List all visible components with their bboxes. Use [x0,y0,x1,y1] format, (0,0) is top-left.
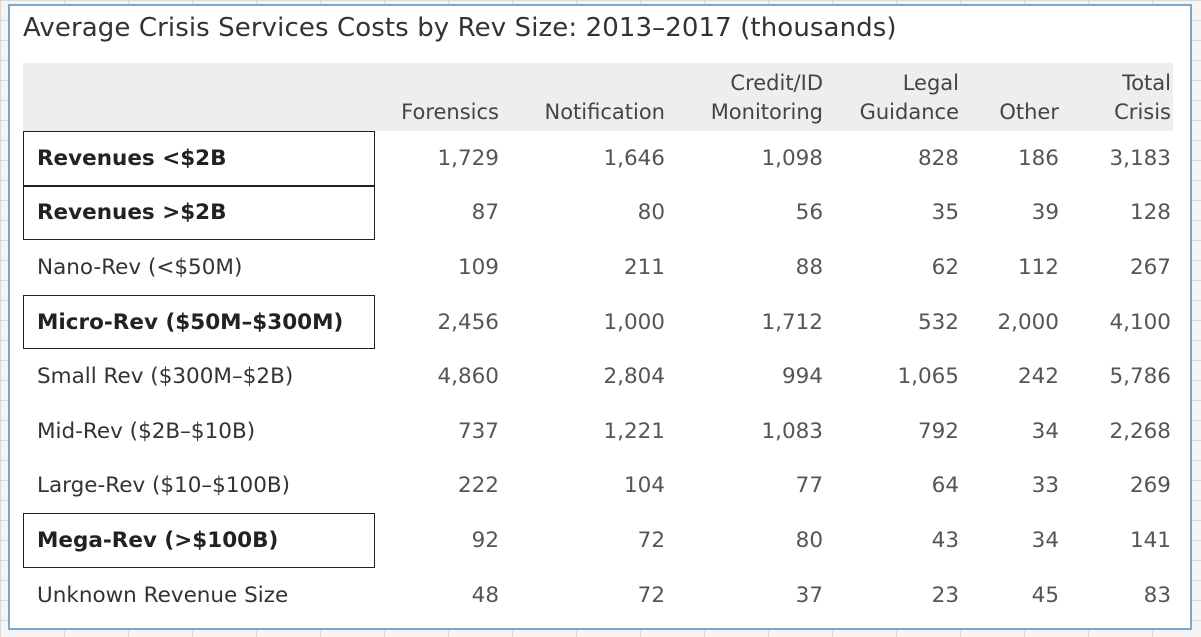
row-label: Large-Rev ($10–$100B) [37,473,291,499]
cell-total: 83 [1143,582,1171,608]
row-label: Nano-Rev (<$50M) [37,254,243,280]
table-row: Unknown Revenue Size 48 72 37 23 45 83 [23,568,1173,623]
table-row: Nano-Rev (<$50M) 109 211 88 62 112 267 [23,240,1173,295]
cell-other: 45 [1031,582,1059,608]
row-label: Mid-Rev ($2B–$10B) [37,418,256,444]
cell-other: 34 [1031,527,1059,553]
cell-credit_id: 80 [795,527,823,553]
cell-legal: 35 [931,200,959,226]
cell-other: 39 [1031,200,1059,226]
column-header-legal: Legal Guidance [825,63,961,131]
cell-total: 269 [1129,473,1171,499]
cell-credit_id: 994 [781,364,823,390]
cell-legal: 23 [931,582,959,608]
table-row: Mega-Rev (>$100B) 92 72 80 43 34 141 [23,513,1173,568]
table-row: Revenues <$2B 1,729 1,646 1,098 828 186 3,183 [23,131,1173,186]
table-row: Revenues >$2B 87 80 56 35 39 128 [23,185,1173,241]
cell-total: 128 [1129,200,1171,226]
cell-notification: 211 [623,254,665,280]
column-header-line: Notification [544,100,666,124]
cell-legal: 64 [931,473,959,499]
column-header-line: Other [999,100,1059,124]
table-figure: Average Crisis Services Costs by Rev Siz… [8,4,1192,630]
table-body: Revenues <$2B 1,729 1,646 1,098 828 186 3,183 R… [23,131,1173,622]
cell-notification: 1,221 [603,418,665,444]
cell-forensics: 87 [471,200,499,226]
cell-credit_id: 1,712 [761,309,823,335]
column-header-line: Monitoring [710,100,823,124]
column-header-line: Forensics [401,100,499,124]
cell-notification: 2,804 [603,364,665,390]
table-row: Micro-Rev ($50M–$300M) 2,456 1,000 1,712 532… [23,294,1173,350]
cell-notification: 1,000 [603,309,665,335]
cell-other: 242 [1017,364,1059,390]
cell-legal: 532 [917,309,959,335]
cell-legal: 62 [931,254,959,280]
cell-forensics: 2,456 [437,309,499,335]
column-header-line: Guidance [859,100,959,124]
crisis-costs-table: Forensics Notification Credit/ID Monitoring… [23,63,1173,622]
cell-notification: 1,646 [603,145,665,171]
cell-credit_id: 88 [795,254,823,280]
cell-forensics: 92 [471,527,499,553]
cell-other: 2,000 [997,309,1059,335]
cell-credit_id: 1,098 [761,145,823,171]
table-row: Small Rev ($300M–$2B) 4,860 2,804 994 1,065 2… [23,349,1173,404]
cell-credit_id: 56 [795,200,823,226]
cell-other: 186 [1017,145,1059,171]
cell-forensics: 1,729 [437,145,499,171]
column-header-line: Crisis [1114,100,1171,124]
cell-total: 4,100 [1109,309,1171,335]
column-header-other: Other [961,63,1061,131]
cell-notification: 104 [623,473,665,499]
row-label: Small Rev ($300M–$2B) [37,364,294,390]
column-header-forensics: Forensics [375,63,501,131]
table-title: Average Crisis Services Costs by Rev Siz… [23,13,897,43]
cell-legal: 828 [917,145,959,171]
header-row: Forensics Notification Credit/ID Monitoring… [23,63,1173,131]
cell-forensics: 109 [457,254,499,280]
cell-total: 5,786 [1109,364,1171,390]
row-label: Revenues >$2B [23,185,375,241]
row-label: Mega-Rev (>$100B) [23,513,375,568]
header-corner [23,63,375,131]
cell-total: 141 [1129,527,1171,553]
cell-total: 267 [1129,254,1171,280]
column-header-credit_id: Credit/ID Monitoring [667,63,825,131]
row-label: Revenues <$2B [23,131,375,186]
cell-other: 33 [1031,473,1059,499]
cell-legal: 1,065 [897,364,959,390]
row-label: Micro-Rev ($50M–$300M) [23,294,375,350]
cell-total: 2,268 [1109,418,1171,444]
column-header-line: Legal [902,71,959,95]
cell-legal: 43 [931,527,959,553]
cell-total: 3,183 [1109,145,1171,171]
cell-forensics: 737 [457,418,499,444]
table-row: Mid-Rev ($2B–$10B) 737 1,221 1,083 792 34 2,26… [23,404,1173,459]
cell-other: 34 [1031,418,1059,444]
cell-notification: 80 [637,200,665,226]
cell-other: 112 [1017,254,1059,280]
row-label: Unknown Revenue Size [37,582,289,608]
cell-forensics: 48 [471,582,499,608]
column-header-line: Total [1121,71,1171,95]
cell-credit_id: 37 [795,582,823,608]
column-header-line: Credit/ID [730,71,823,95]
cell-credit_id: 1,083 [761,418,823,444]
column-header-notification: Notification [501,63,667,131]
column-header-total: Total Crisis [1061,63,1173,131]
cell-notification: 72 [637,527,665,553]
cell-legal: 792 [917,418,959,444]
cell-forensics: 222 [457,473,499,499]
cell-credit_id: 77 [795,473,823,499]
table-row: Large-Rev ($10–$100B) 222 104 77 64 33 269 [23,459,1173,514]
cell-notification: 72 [637,582,665,608]
cell-forensics: 4,860 [437,364,499,390]
